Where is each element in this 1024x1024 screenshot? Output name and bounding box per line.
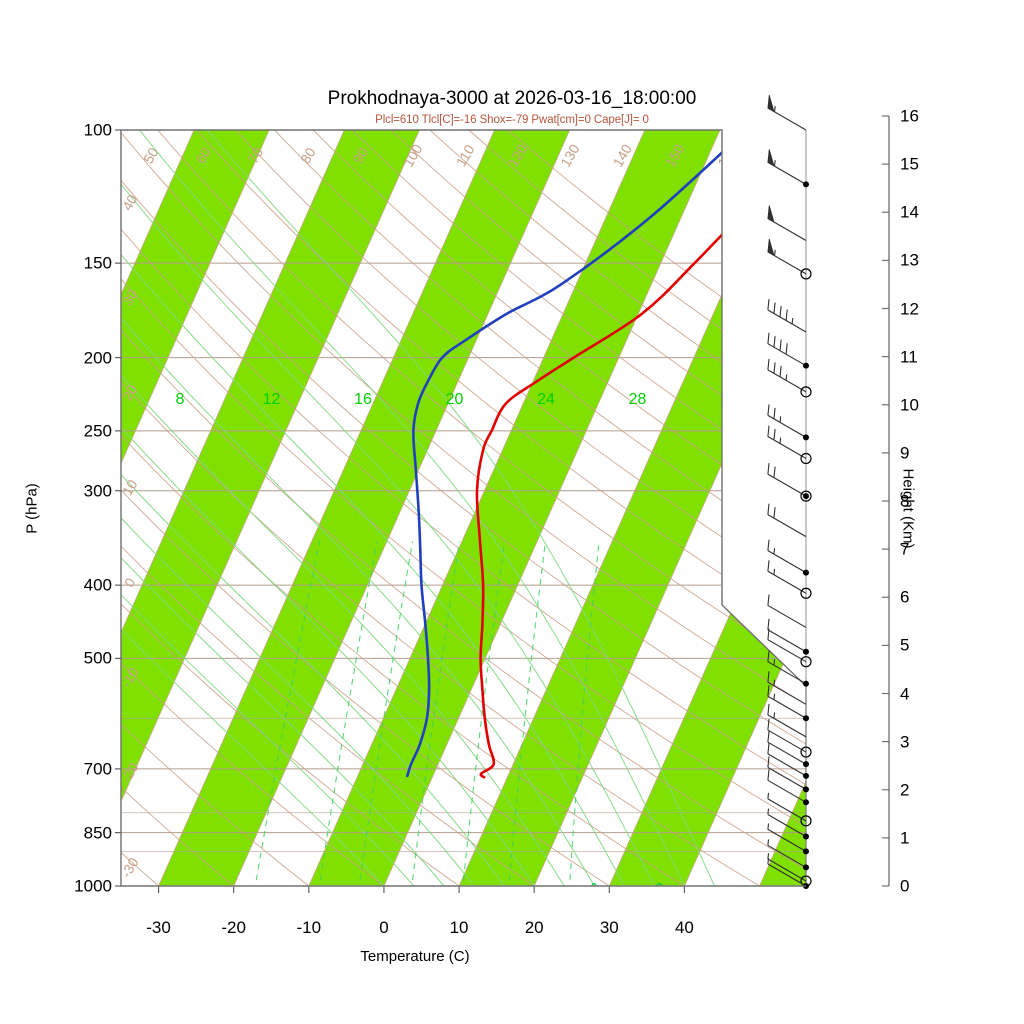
height-tick-label: 15 [900,154,919,174]
wind-barb [767,839,809,871]
wind-barb [767,719,812,758]
svg-text:10: 10 [119,477,141,499]
pressure-tick-label: 300 [83,481,112,501]
svg-text:110: 110 [453,142,478,170]
svg-text:8: 8 [176,391,185,408]
height-tick-label: 1 [900,828,910,848]
height-tick-label: 9 [900,443,910,463]
wind-barb [767,332,809,369]
height-tick-label: 6 [900,587,910,607]
wind-barb [767,628,812,668]
wind-barb [767,560,812,599]
svg-text:60: 60 [192,145,214,167]
height-axis-label: Height (Km) [899,468,917,549]
wind-barb [767,149,809,188]
svg-text:0: 0 [121,575,139,590]
pressure-tick-label: 150 [83,253,112,273]
svg-text:1: 1 [255,883,273,898]
svg-text:12: 12 [263,391,281,408]
wind-barb [767,650,809,687]
height-tick-label: 0 [900,876,910,896]
y-axis-label: P (hPa) [23,483,41,534]
svg-text:20: 20 [446,391,464,408]
svg-text:3: 3 [383,883,401,898]
svg-text:40: 40 [119,192,141,214]
svg-text:90: 90 [349,145,371,167]
pressure-tick-label: 250 [83,421,112,441]
svg-text:20: 20 [775,607,797,629]
height-tick-label: 4 [900,684,910,703]
wind-barb [767,671,807,705]
svg-text:30: 30 [119,287,141,309]
height-tick-label: 16 [900,106,919,126]
wind-barb [767,463,812,502]
pressure-tick-label: 200 [83,348,112,368]
height-tick-label: 12 [900,299,919,318]
pressure-axis: 100 150 200 250 300 400 500 700 850 1000 [0,0,112,1024]
wind-barb [767,756,809,793]
svg-text:80: 80 [297,145,319,167]
wind-barb [767,404,809,441]
chart-title: Prokhodnaya-3000 at 2026-03-16_18:00:00 [327,88,697,109]
svg-text:-30: -30 [715,213,739,239]
wind-barb [767,703,807,738]
height-tick-label: 10 [900,395,919,415]
pressure-tick-label: 400 [83,575,112,595]
height-axis: 0 1 2 3 4 5 6 7 8 9 10 11 12 13 14 15 16 [884,0,994,1024]
svg-text:28: 28 [629,391,647,408]
chart-subtitle: Plcl=610 Tlcl[C]=-16 Shox=-79 Pwat[cm]=0… [375,114,649,126]
svg-text:12: 12 [583,880,605,902]
wind-barb [767,769,809,806]
wind-barb [767,425,812,465]
svg-text:10: 10 [726,587,748,609]
pressure-tick-label: 1000 [74,876,112,896]
svg-text:24: 24 [537,391,555,408]
height-tick-label: 7 [900,539,910,559]
x-axis-label: Temperature (C) [360,948,470,965]
height-tick-label: 8 [900,491,910,511]
svg-text:20: 20 [119,382,141,404]
wind-barb [767,205,807,241]
wind-barb [767,808,809,840]
wind-barb [767,503,807,538]
wind-barb [767,594,807,628]
svg-text:32: 32 [720,391,738,408]
wind-barb [767,823,809,855]
pressure-tick-label: 100 [83,120,112,140]
pressure-tick-label: 500 [83,648,112,668]
height-tick-label: 14 [900,202,919,222]
height-tick-label: 5 [900,635,910,655]
wind-barb [767,618,809,655]
wind-barb [767,238,812,280]
height-tick-label: 2 [900,780,910,800]
wind-barb [767,358,812,398]
svg-text:50: 50 [140,145,162,167]
height-tick-label: 3 [900,732,910,752]
height-tick-label: 11 [900,347,918,367]
wind-barb [767,298,807,333]
wind-barb [767,731,809,768]
wind-barb [767,539,809,576]
wind-barb [767,792,812,827]
wind-barb [767,685,809,722]
svg-text:16: 16 [354,391,372,408]
wind-barb [767,94,807,131]
wind-barb [767,742,809,779]
svg-text:0: 0 [718,509,736,524]
height-tick-label: 13 [900,250,919,270]
pressure-tick-label: 850 [83,823,112,843]
svg-text:70: 70 [245,145,267,167]
svg-text:30: 30 [818,687,840,709]
svg-text:160: 160 [714,141,740,169]
svg-text:20: 20 [648,880,670,902]
pressure-tick-label: 700 [83,759,112,779]
